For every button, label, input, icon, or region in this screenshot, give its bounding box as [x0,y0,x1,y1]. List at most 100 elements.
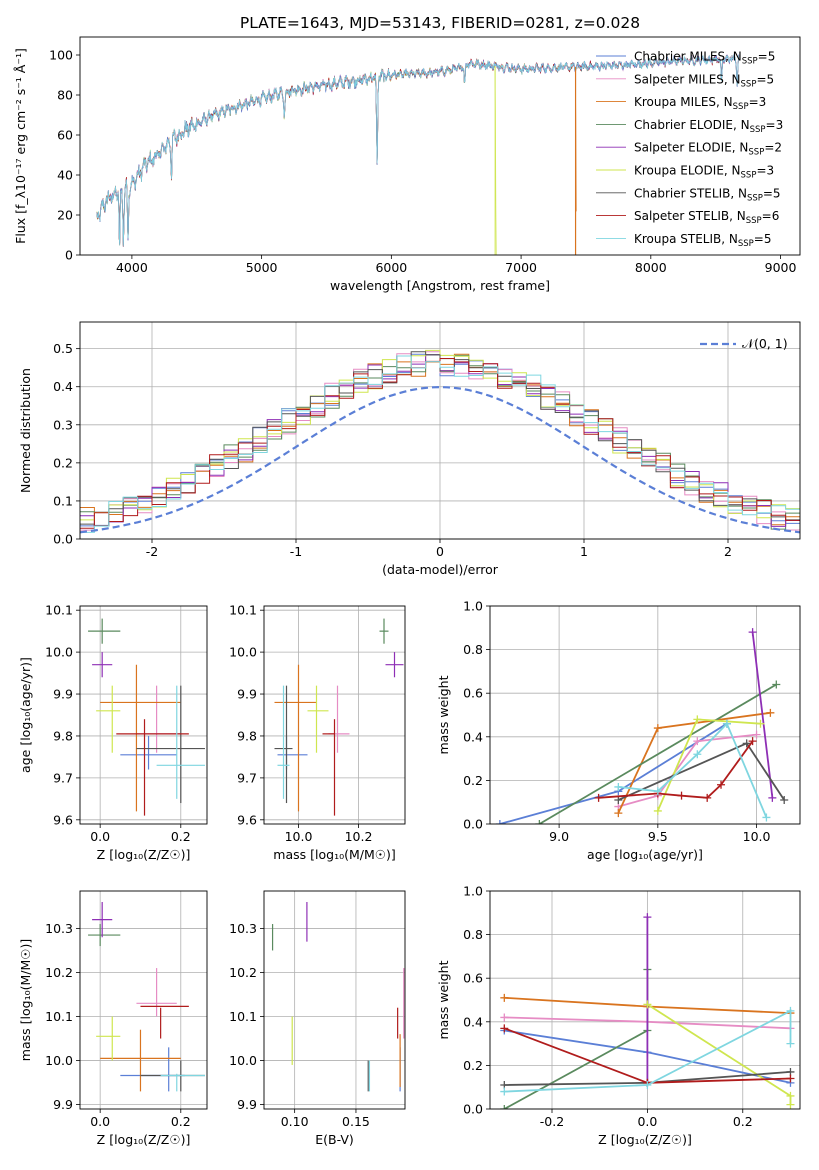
marker [703,793,712,802]
marker [653,787,662,796]
marker [614,796,623,805]
legend-entry: Salpeter ELODIE, NSSP=2 [634,141,782,158]
marker [643,913,652,922]
legend-subscript: SSP [738,239,754,249]
x-tick-label: 10.0 [285,829,313,844]
y-axis-label: mass weight [436,960,451,1039]
marker [500,1024,509,1033]
x-tick-label: 9.0 [549,829,569,844]
y-tick-label: 0.6 [463,971,483,986]
marker [786,1006,795,1015]
y-tick-label: 1.0 [463,599,483,614]
marker [786,1074,795,1083]
x-axis-label: Z [log₁₀(Z/Z☉)] [97,1132,191,1147]
x-tick-label: 0.2 [171,829,191,844]
histogram-7 [80,358,800,529]
marker [643,1081,652,1090]
marker [500,1105,509,1109]
marker [653,724,662,733]
y-tick-label: 9.7 [237,770,257,785]
x-tick-label: 0.0 [90,1114,110,1129]
y-axis-label: Flux [f_λ10⁻¹⁷ erg cm⁻² s⁻¹ Å⁻¹] [13,48,28,244]
marker [766,708,775,717]
marker [786,1100,795,1109]
y-tick-label: 1.0 [463,884,483,899]
mass-weight-line-4 [751,632,774,798]
x-tick-label: 0.0 [90,829,110,844]
x-tick-label: 7000 [505,260,537,275]
y-tick-label: 0.8 [463,927,483,942]
y-tick-label: 10.1 [229,603,257,618]
y-tick-label: 9.8 [53,728,73,743]
marker [495,820,504,824]
y-tick-label: 0.4 [463,729,483,744]
panel-massweight-vs-Z: -0.2 0.0 0.2 0.0 0.2 0.4 0.6 0.8 1.0 Z [log₁₀(Z/Z… [436,884,801,1147]
legend-nssp: =6 [762,209,780,223]
y-tick-label: 10.1 [45,1009,73,1024]
axes-frame [263,890,406,1110]
y-tick-label: 10.0 [45,1053,73,1068]
marker [742,739,751,748]
y-tick-label: 0.4 [53,379,73,394]
legend-entry: Kroupa ELODIE, NSSP=3 [634,164,774,181]
plot-area [88,618,205,816]
marker [772,680,781,689]
y-tick-label: 10.1 [229,1009,257,1024]
y-tick-label: 10.3 [229,921,257,936]
marker [756,719,765,728]
legend-name: Kroupa STELIB, N [634,232,738,246]
plot-area [500,913,795,1109]
x-tick-label: 9000 [765,260,797,275]
y-tick-label: 9.9 [53,1097,73,1112]
legend-name: Salpeter ELODIE, N [634,141,748,155]
y-tick-label: 9.7 [53,770,73,785]
x-tick-label: -1 [290,544,302,559]
panel-age-vs-mass: 10.0 10.2 9.6 9.7 9.8 9.9 10.0 10.1 mass [log₁₀(… [229,603,406,862]
legend-nssp: =3 [756,164,774,178]
legend-name: Salpeter MILES, N [634,72,741,86]
y-tick-label: 0.1 [53,493,73,508]
marker [535,820,544,824]
marker [786,1091,795,1100]
marker [768,793,777,802]
mass-weight-line-8 [504,1009,792,1093]
marker [614,782,623,791]
marker [500,1087,509,1096]
axes-frame [489,605,801,825]
plot-area [271,902,405,1092]
legend-subscript: SSP [741,79,757,89]
x-tick-label: 8000 [635,260,667,275]
y-tick-label: 10.1 [45,603,73,618]
legend-nssp: =3 [766,118,784,132]
marker [653,806,662,815]
legend-name: Chabrier STELIB, N [634,186,747,200]
legend-nssp: =5 [758,50,776,64]
panel-residuals: -2 -1 0 1 2 0.0 0.1 0.2 0.3 0.4 0.5 (data-model)/er… [18,321,801,577]
axes-frame [79,321,801,540]
panel-massweight-vs-age: 9.0 9.5 10.0 0.0 0.2 0.4 0.6 0.8 1.0 age [log₁₀(a… [436,599,801,862]
x-tick-label: 6000 [375,260,407,275]
gaussian-curve [80,385,800,534]
y-tick-label: 60 [57,128,73,143]
legend-entry: Salpeter MILES, NSSP=5 [634,72,774,89]
y-tick-label: 0.2 [463,1058,483,1073]
legend-entry: Chabrier MILES, NSSP=5 [634,50,775,67]
panel-age-vs-Z: 0.0 0.2 9.6 9.7 9.8 9.9 10.0 10.1 Z [log₁₀(Z/Z☉)… [18,603,208,862]
y-tick-label: 10.0 [229,645,257,660]
x-tick-label: 10.0 [743,829,771,844]
plot-area [80,349,800,534]
marker [780,796,789,805]
mass-weight-line-3 [538,683,777,824]
marker [748,737,757,746]
legend-name: Chabrier MILES, N [634,50,742,64]
x-axis-label: mass [log₁₀(M/M☉)] [273,847,395,862]
legend-nssp: =2 [764,141,782,155]
legend-name: Salpeter STELIB, N [634,209,746,223]
marker [594,793,603,802]
y-tick-label: 20 [57,208,73,223]
axes-frame [263,605,406,825]
y-tick-label: 10.2 [45,965,73,980]
mass-weight-line-6 [617,742,785,801]
y-tick-label: 0.8 [463,642,483,657]
